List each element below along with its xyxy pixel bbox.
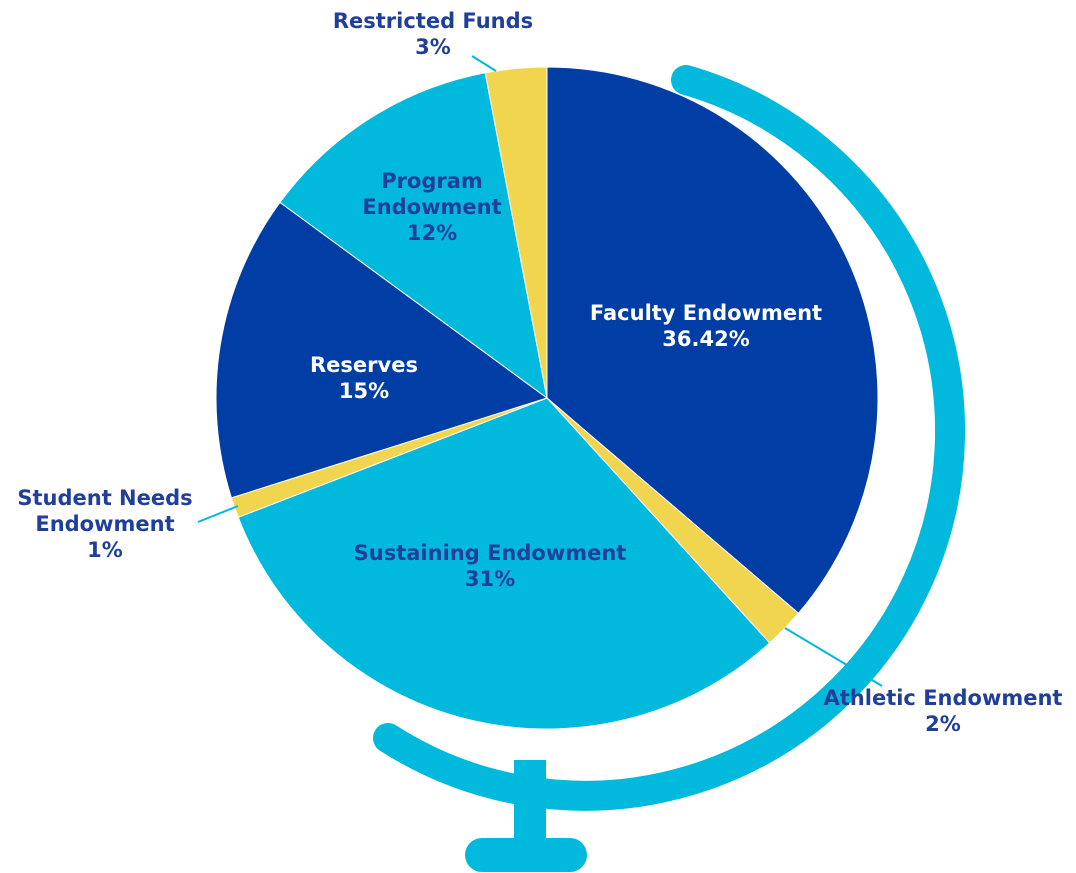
category-name: Reserves bbox=[310, 353, 418, 377]
category-name: Athletic Endowment bbox=[823, 686, 1063, 710]
category-name: Student Needs Endowment bbox=[17, 486, 193, 536]
pie bbox=[215, 66, 879, 730]
slice-label: Program Endowment 12% bbox=[357, 168, 507, 246]
globe-ring bbox=[373, 65, 966, 811]
value-label: 3% bbox=[415, 35, 451, 59]
value-label: 12% bbox=[406, 221, 458, 245]
pie-slice bbox=[279, 72, 548, 400]
category-name: Faculty Endowment bbox=[589, 301, 823, 325]
pie-slice bbox=[237, 397, 771, 730]
slice-label: Faculty Endowment 36.42% bbox=[506, 300, 906, 352]
pie-slice bbox=[546, 66, 879, 614]
leader-line bbox=[784, 627, 883, 687]
category-name: Restricted Funds bbox=[332, 9, 534, 33]
slice-label: Restricted Funds 3% bbox=[283, 8, 583, 60]
value-label: 2% bbox=[925, 712, 961, 736]
globe-base bbox=[465, 838, 587, 872]
category-name: Program Endowment bbox=[362, 169, 502, 219]
globe-stem bbox=[514, 760, 546, 850]
value-label: 15% bbox=[338, 379, 390, 403]
slice-label: Reserves 15% bbox=[264, 352, 464, 404]
pie-slice bbox=[484, 66, 548, 399]
value-label: 31% bbox=[464, 567, 516, 591]
leader-line bbox=[197, 505, 239, 523]
leader-line bbox=[471, 55, 497, 72]
value-label: 36.42% bbox=[662, 327, 750, 351]
value-label: 1% bbox=[87, 538, 123, 562]
slice-label: Student Needs Endowment 1% bbox=[10, 485, 200, 563]
slice-label: Sustaining Endowment 31% bbox=[310, 540, 670, 592]
slice-label: Athletic Endowment 2% bbox=[783, 685, 1076, 737]
pie-slice bbox=[215, 201, 549, 499]
category-name: Sustaining Endowment bbox=[353, 541, 627, 565]
